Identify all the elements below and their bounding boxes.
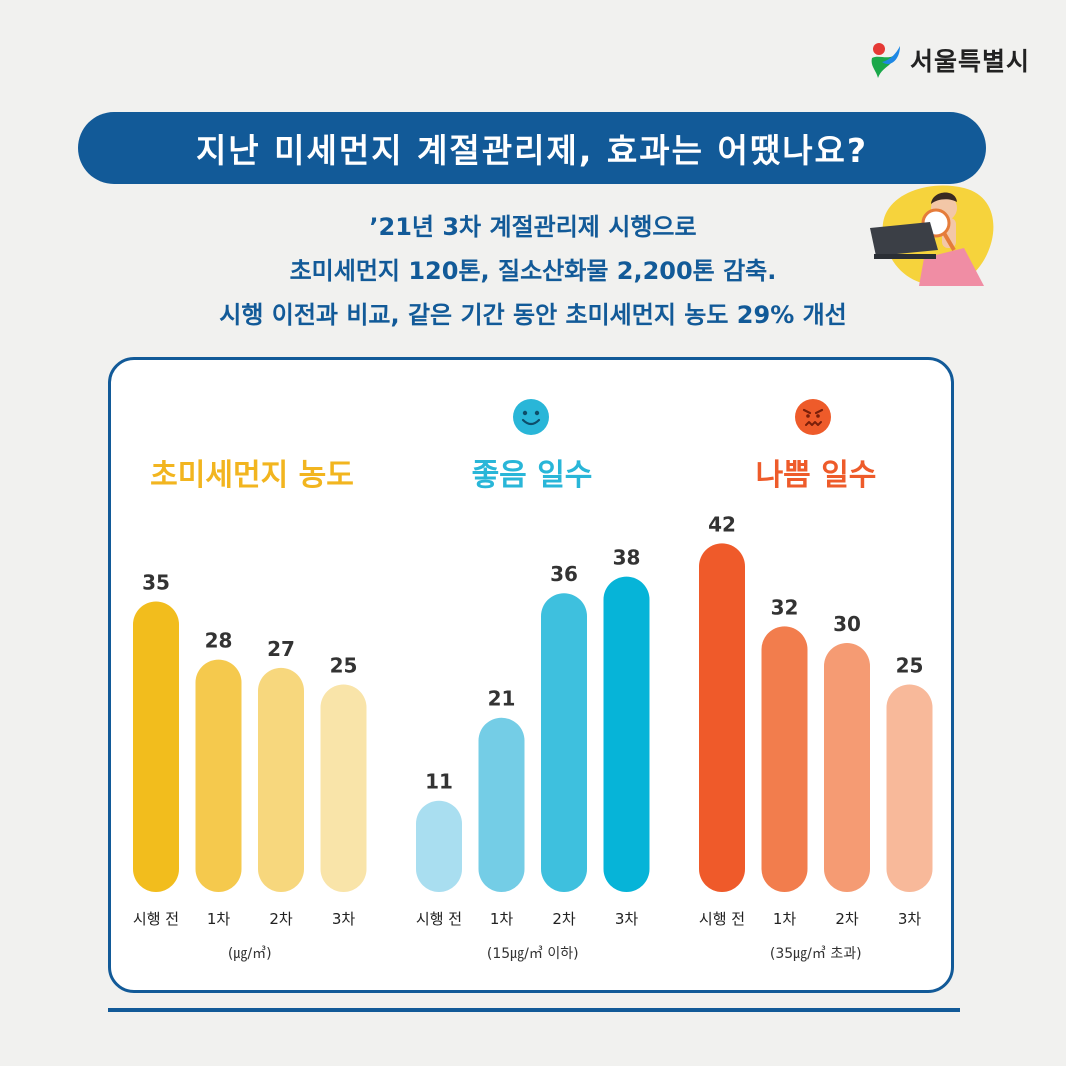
subtitle-line-3: 시행 이전과 비교, 같은 기간 동안 초미세먼지 농도 29% 개선	[219, 301, 847, 329]
value-label-2-3: 25	[896, 654, 924, 678]
bar-1-2	[541, 593, 587, 892]
value-label-1-3: 38	[613, 546, 641, 570]
bar-1-0	[416, 800, 462, 892]
good-days-chart-title: 좋음 일수	[471, 458, 593, 493]
value-label-2-1: 32	[771, 595, 799, 619]
category-label-0-3: 3차	[332, 910, 356, 928]
value-label-2-0: 42	[708, 512, 736, 536]
logo-text: 서울특별시	[910, 47, 1031, 76]
value-label-1-1: 21	[488, 687, 516, 711]
bar-1-1	[478, 717, 525, 892]
value-label-1-0: 11	[425, 770, 453, 794]
subtitle-line-2: 초미세먼지 120톤, 질소산화물 2,200톤 감축.	[289, 257, 777, 285]
smile-face-icon	[513, 399, 549, 435]
pm25-chart-title: 초미세먼지 농도	[150, 458, 354, 493]
value-label-0-1: 28	[205, 629, 233, 653]
category-label-2-0: 시행 전	[699, 910, 745, 928]
unit-note-1: (15㎍/㎥ 이하)	[487, 946, 579, 962]
unit-note-0: (㎍/㎥)	[228, 946, 272, 962]
category-label-0-2: 2차	[269, 910, 293, 928]
bar-0-0	[133, 601, 179, 892]
subtitle: ’21년 3차 계절관리제 시행으로 초미세먼지 120톤, 질소산화물 2,2…	[0, 205, 1066, 337]
page-title: 지난 미세먼지 계절관리제, 효과는 어땠나요?	[195, 131, 869, 170]
category-label-1-2: 2차	[552, 910, 576, 928]
bar-1-3	[603, 576, 650, 892]
value-label-0-2: 27	[267, 637, 295, 661]
bar-0-3	[320, 684, 367, 892]
category-label-2-3: 3차	[898, 910, 922, 928]
category-label-2-2: 2차	[835, 910, 859, 928]
value-label-1-2: 36	[550, 562, 578, 586]
value-label-0-3: 25	[330, 654, 358, 678]
bar-0-2	[258, 667, 304, 892]
value-label-2-2: 30	[833, 612, 861, 636]
chart-card	[108, 357, 954, 993]
category-label-1-0: 시행 전	[416, 910, 462, 928]
value-label-0-0: 35	[142, 571, 170, 595]
person-with-magnifier-illustration	[870, 185, 994, 286]
subtitle-line-1: ’21년 3차 계절관리제 시행으로	[369, 213, 697, 241]
bar-2-3	[886, 684, 933, 892]
bar-0-1	[195, 659, 242, 892]
bad-days-chart-title: 나쁨 일수	[755, 458, 877, 493]
category-label-1-1: 1차	[490, 910, 514, 928]
angry-face-icon	[795, 399, 831, 435]
bar-2-2	[824, 643, 870, 892]
seoul-logo-icon	[871, 43, 900, 78]
category-label-0-0: 시행 전	[133, 910, 179, 928]
title-banner: 지난 미세먼지 계절관리제, 효과는 어땠나요?	[78, 112, 986, 184]
bar-2-1	[761, 626, 808, 892]
category-label-1-3: 3차	[615, 910, 639, 928]
unit-note-2: (35㎍/㎥ 초과)	[770, 946, 862, 962]
seoul-logo: 서울특별시	[868, 40, 1030, 80]
category-label-2-1: 1차	[773, 910, 797, 928]
category-label-0-1: 1차	[207, 910, 231, 928]
bar-2-0	[699, 543, 745, 892]
footer-divider	[108, 1008, 960, 1012]
